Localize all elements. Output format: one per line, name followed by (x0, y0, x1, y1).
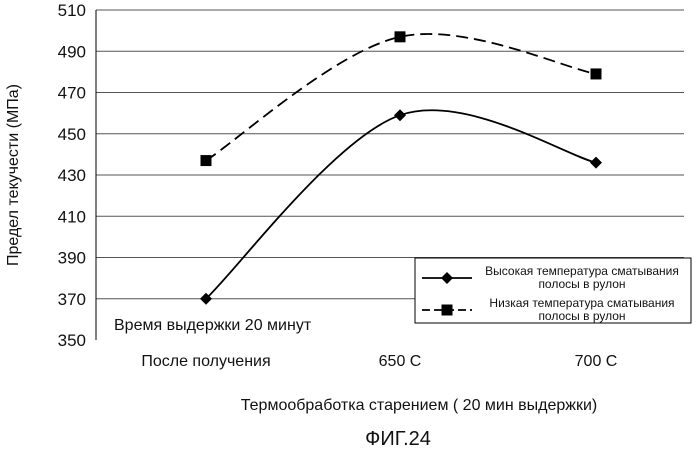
y-tick-label: 410 (58, 207, 86, 226)
data-point-square (394, 31, 406, 43)
legend-marker-diamond (441, 272, 453, 284)
legend-label: полосы в рулон (538, 309, 625, 323)
x-category-label: После получения (141, 353, 270, 370)
y-tick-label: 450 (58, 125, 86, 144)
y-tick-label: 490 (58, 42, 86, 61)
legend-box (414, 257, 692, 324)
x-category-labels: После получения 650 C 700 C (141, 353, 617, 370)
data-point-diamond (394, 109, 406, 122)
y-tick-label: 470 (58, 84, 86, 103)
data-point-square (590, 68, 602, 80)
x-category-label: 650 C (379, 353, 422, 370)
legend-label: полосы в рулон (538, 277, 625, 291)
data-point-square (200, 155, 212, 167)
data-point-diamond (200, 292, 212, 305)
series-layer (200, 31, 602, 305)
figure-caption: ФИГ.24 (365, 428, 431, 450)
grid-lines (96, 9, 684, 300)
y-tick-label: 430 (58, 166, 86, 185)
y-tick-labels: 350 370 390 410 430 450 470 490 510 (58, 1, 86, 350)
y-tick-label: 350 (58, 331, 86, 350)
y-tick-label: 510 (58, 1, 86, 20)
legend-marker-square (441, 304, 453, 316)
series-line (205, 33, 597, 162)
x-axis-label: Термообработка старением ( 20 мин выдерж… (241, 397, 597, 414)
annotation-text: Время выдержки 20 минут (114, 317, 312, 334)
series-1 (200, 109, 602, 305)
legend-label: Низкая температура сматывания (489, 296, 674, 310)
y-tick-label: 370 (58, 290, 86, 309)
data-point-diamond (590, 156, 602, 169)
y-tick-label: 390 (58, 249, 86, 268)
x-category-label: 700 C (575, 353, 618, 370)
y-axis-label: Предел текучести (МПа) (5, 84, 22, 266)
legend-label: Высокая температура сматывания (485, 264, 679, 278)
series-2 (200, 31, 602, 167)
